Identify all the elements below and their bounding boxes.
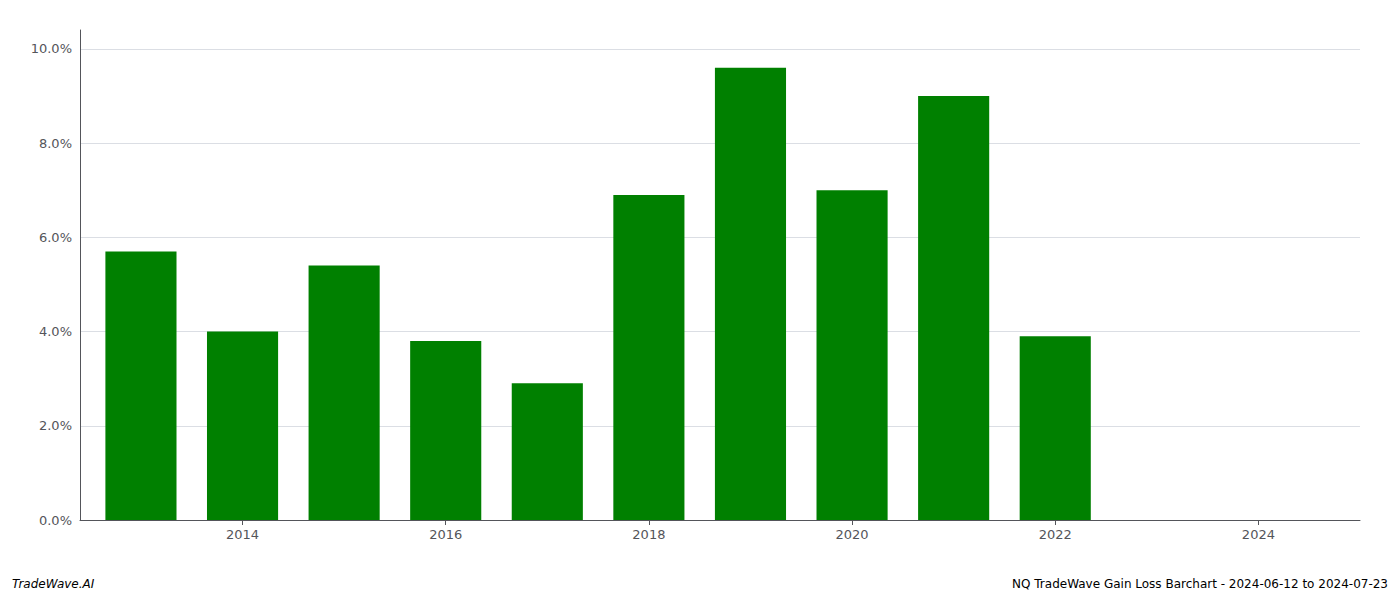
svg-text:8.0%: 8.0% <box>39 136 72 151</box>
svg-text:2.0%: 2.0% <box>39 418 72 433</box>
svg-text:6.0%: 6.0% <box>39 230 72 245</box>
svg-text:2022: 2022 <box>1039 527 1072 542</box>
svg-text:4.0%: 4.0% <box>39 324 72 339</box>
svg-text:TradeWave.AI: TradeWave.AI <box>12 577 95 591</box>
svg-text:2016: 2016 <box>429 527 462 542</box>
svg-text:2024: 2024 <box>1242 527 1275 542</box>
svg-text:0.0%: 0.0% <box>39 513 72 528</box>
svg-text:2014: 2014 <box>226 527 259 542</box>
svg-text:2020: 2020 <box>836 527 869 542</box>
svg-text:10.0%: 10.0% <box>31 41 72 56</box>
svg-text:2018: 2018 <box>632 527 665 542</box>
svg-text:NQ TradeWave Gain Loss Barchar: NQ TradeWave Gain Loss Barchart - 2024-0… <box>1012 577 1388 591</box>
